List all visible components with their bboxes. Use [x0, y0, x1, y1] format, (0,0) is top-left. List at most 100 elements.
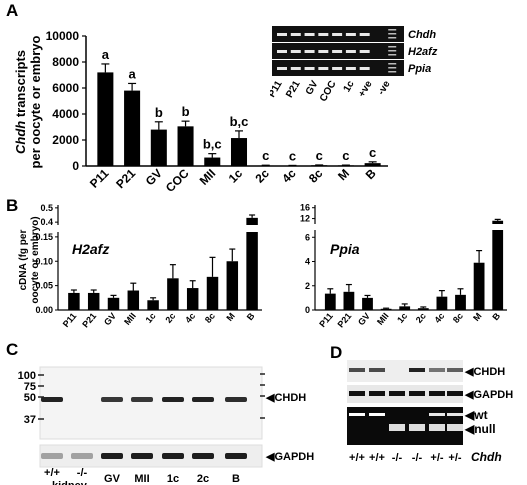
gel-band-null	[409, 424, 425, 431]
ladder-band	[388, 37, 397, 39]
bar	[246, 232, 258, 310]
y-tick-label: 6000	[52, 81, 79, 95]
y-tick-label: 0	[72, 159, 79, 173]
bar	[177, 126, 194, 166]
blot-band-gapdh	[101, 453, 123, 459]
gel-band-chdh	[429, 368, 445, 372]
significance-label: b	[155, 105, 163, 120]
x-tick-label: B	[245, 310, 257, 322]
blot-lane-label: 1c	[167, 473, 179, 485]
gel-band-chdh	[349, 368, 365, 372]
bar	[417, 308, 429, 310]
significance-label: b	[182, 104, 190, 119]
x-tick-label: MII	[122, 311, 138, 327]
gel-band	[318, 50, 329, 53]
ladder-band	[388, 71, 397, 73]
y-tick-label: 4000	[52, 107, 79, 121]
bar-upper	[246, 217, 258, 225]
gel-band	[290, 33, 301, 36]
gel-lane-label: P21	[284, 79, 303, 100]
x-tick-label: 1c	[395, 311, 409, 325]
blot-band-gapdh	[192, 453, 214, 459]
tissue-label: kidney	[52, 480, 88, 485]
x-tick-label: B	[490, 310, 502, 322]
bar	[167, 278, 179, 310]
bar	[87, 292, 100, 310]
panel-letter-c: C	[6, 340, 19, 359]
gel-band-null	[389, 424, 405, 431]
gel-band-gapdh	[349, 391, 365, 396]
gel-band	[345, 67, 356, 70]
gel-lane-label: +/+	[369, 452, 385, 464]
significance-label: a	[102, 47, 110, 62]
y-axis-label-line2: oocyte or embryo)	[30, 216, 41, 303]
gel-band	[290, 50, 301, 53]
bar-upper	[492, 220, 504, 224]
gel-panel-chdh	[347, 360, 463, 382]
gel-band	[277, 50, 287, 53]
blot-band-gapdh	[225, 453, 247, 459]
gel-band	[304, 33, 315, 36]
y-tick-label: 8000	[52, 55, 79, 69]
y-tick-label: 0.10	[35, 256, 53, 266]
bar	[311, 165, 328, 166]
gel-band-null	[429, 424, 445, 431]
gel-band-gapdh	[389, 391, 405, 396]
gel-band	[345, 50, 356, 53]
ladder-band	[388, 50, 397, 52]
significance-label: c	[316, 148, 323, 163]
significance-label: c	[289, 148, 296, 163]
gel-d: +/+ +/+ -/- -/- +/- +/- ◀CHDH ◀GAPDH ◀wt◀null Chd…	[347, 360, 513, 464]
blot-band-gapdh	[131, 453, 153, 459]
bar	[107, 297, 120, 310]
bar	[399, 306, 411, 310]
blot-band-gapdh	[162, 453, 184, 459]
chart-title: H2afz	[72, 241, 109, 257]
ladder-band	[388, 46, 397, 48]
bar	[364, 163, 381, 166]
gel-band	[345, 33, 356, 36]
y-tick-label: 6	[305, 232, 310, 242]
bar	[230, 138, 248, 166]
blot-band-label-gapdh: ◀GAPDH	[265, 451, 314, 463]
gel-band	[304, 67, 315, 70]
ladder-band	[388, 33, 397, 35]
gel-lane-label: +ve	[357, 79, 375, 100]
gel-band-label-null: ◀null	[464, 422, 496, 436]
x-tick-label: MII	[375, 311, 391, 327]
chart-a: 0 2000 4000 6000 8000 10000 Chdh transcripts pe…	[13, 29, 388, 195]
bar	[97, 72, 114, 166]
y-tick-label: 10000	[46, 29, 80, 43]
significance-label: c	[342, 148, 349, 163]
x-tick-label: P21	[113, 166, 138, 191]
gel-lane-label: -/-	[412, 452, 423, 464]
blot-band-label-chdh: ◀CHDH	[265, 392, 306, 404]
bar	[380, 308, 392, 310]
x-tick-label: P11	[87, 166, 112, 191]
x-tick-label: 1c	[226, 166, 246, 186]
bar	[124, 90, 141, 166]
gel-band-label-wt: ◀wt	[464, 408, 488, 422]
ladder-band	[388, 29, 397, 31]
blot-lane-label: B	[232, 473, 240, 485]
blot-band-chdh	[41, 397, 63, 402]
y-tick-label: 0.05	[35, 281, 53, 291]
bar	[362, 297, 373, 310]
y-tick-label: 16	[300, 203, 310, 213]
gel-band-gapdh	[447, 391, 463, 396]
bar	[436, 296, 448, 310]
x-tick-label: MII	[197, 166, 219, 188]
gel-band-null	[447, 424, 463, 431]
significance-label: b,c	[230, 114, 249, 129]
y-tick-label: 0.00	[35, 305, 53, 315]
gene-label: Chdh	[471, 450, 502, 464]
blot-band-gapdh	[41, 453, 63, 459]
x-tick-label: 4c	[279, 166, 299, 186]
gel-band-chdh	[409, 368, 425, 372]
bar	[455, 294, 466, 310]
y-tick-label: 0	[305, 305, 310, 315]
gel-lane-label: +/-	[448, 452, 461, 464]
x-tick-label: 8c	[306, 166, 326, 186]
bar	[473, 262, 485, 310]
chart-b-h2afz: 0.00 0.05 0.10 0.15 0.4 0.5 H2afz cDNA (fg per o…	[18, 203, 262, 330]
